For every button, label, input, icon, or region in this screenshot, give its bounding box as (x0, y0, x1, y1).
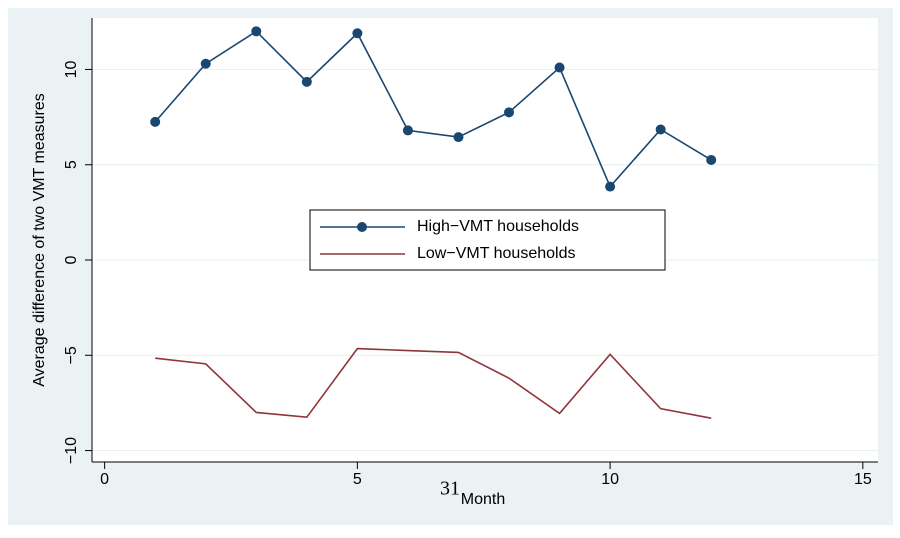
series-line (155, 347, 712, 419)
series-line (154, 30, 712, 189)
legend-marker (357, 222, 367, 232)
point (200, 58, 211, 69)
y-tick-label: −5 (63, 346, 80, 364)
point (554, 62, 565, 73)
legend: High−VMT households Low−VMT households (309, 209, 666, 271)
point (605, 181, 616, 192)
x-tick-label: 10 (601, 471, 619, 488)
legend-box (309, 209, 666, 271)
point (251, 26, 262, 37)
x-tick-label: 15 (854, 471, 872, 488)
y-tick-label: −10 (63, 437, 80, 464)
y-tick-label: 5 (63, 160, 80, 169)
point (402, 125, 413, 136)
point (655, 124, 666, 135)
x-axis-title: Month (461, 491, 505, 508)
y-axis-title: Average difference of two VMT measures (31, 93, 48, 386)
y-tick-label: 0 (63, 255, 80, 264)
page-number: 31 (440, 478, 460, 500)
point (352, 28, 363, 39)
legend-label: High−VMT households (417, 218, 579, 235)
point (301, 76, 312, 87)
point (453, 132, 464, 143)
legend-label: Low−VMT households (417, 245, 575, 262)
point (504, 107, 515, 118)
point (706, 154, 717, 165)
x-tick-label: 5 (353, 471, 362, 488)
y-tick-label: 10 (63, 60, 80, 78)
x-tick-label: 0 (100, 471, 109, 488)
point (150, 116, 161, 127)
